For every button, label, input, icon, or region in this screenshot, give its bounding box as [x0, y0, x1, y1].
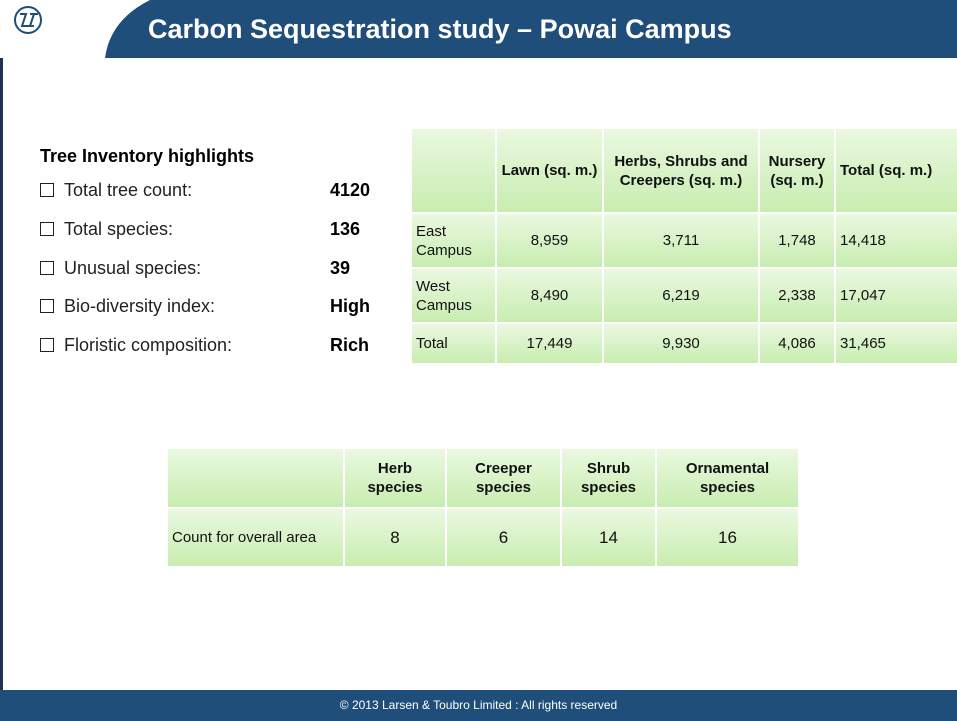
highlight-value: 4120 [330, 180, 371, 200]
highlight-value: 136 [330, 218, 361, 239]
column-header: Herbs, Shrubs and Creepers (sq. m.) [602, 127, 760, 214]
column-header: Ornamental species [655, 447, 800, 509]
highlight-label: Unusual species: [64, 257, 202, 278]
highlight-value: Rich [330, 335, 370, 356]
cell: 9,930 [602, 322, 760, 365]
column-header: Total (sq. m.) [834, 127, 957, 214]
cell: 6,219 [602, 267, 760, 324]
cell: 14 [560, 507, 657, 568]
corner-cell [166, 447, 345, 509]
column-header: Nursery (sq. m.) [758, 127, 836, 214]
left-border [0, 58, 3, 690]
cell: 8,959 [495, 212, 604, 269]
checkbox-bullet [40, 299, 54, 314]
species-table: Herb species Creeper species Shrub speci… [166, 447, 800, 568]
logo [14, 6, 42, 34]
cell: 6 [445, 507, 562, 568]
cell: 16 [655, 507, 800, 568]
cell: 8,490 [495, 267, 604, 324]
highlight-value: High [330, 296, 370, 317]
highlight-value: 39 [330, 257, 351, 278]
cell: 3,711 [602, 212, 760, 269]
highlights-title: Tree Inventory highlights [40, 146, 255, 166]
corner-cell [410, 127, 497, 214]
cell: 14,418 [834, 212, 957, 269]
column-header: Herb species [343, 447, 447, 509]
cell: 17,047 [834, 267, 957, 324]
row-label: West Campus [410, 267, 497, 324]
cell: 8 [343, 507, 447, 568]
cell: 31,465 [834, 322, 957, 365]
header-band [105, 0, 957, 58]
cell: 17,449 [495, 322, 604, 365]
highlight-item: Unusual species: 39 [40, 256, 350, 280]
header-bar [14, 0, 957, 58]
row-label: Count for overall area [166, 507, 345, 568]
cell: 1,748 [758, 212, 836, 269]
highlight-item: Total tree count: 4120 [40, 178, 370, 202]
slide-title: Carbon Sequestration study – Powai Campu… [148, 14, 732, 44]
checkbox-bullet [40, 260, 54, 275]
column-header: Shrub species [560, 447, 657, 509]
row-label: East Campus [410, 212, 497, 269]
column-header: Creeper species [445, 447, 562, 509]
highlight-item: Floristic composition: Rich [40, 333, 369, 357]
cell: 4,086 [758, 322, 836, 365]
highlight-label: Total species: [64, 218, 174, 239]
highlight-label: Total tree count: [64, 180, 193, 200]
checkbox-bullet [40, 183, 54, 197]
logo-glyph [20, 13, 38, 27]
column-header: Lawn (sq. m.) [495, 127, 604, 214]
row-label: Total [410, 322, 497, 365]
highlight-item: Bio-diversity index: High [40, 294, 370, 318]
checkbox-bullet [40, 338, 54, 353]
highlight-label: Floristic composition: [64, 335, 233, 356]
cell: 2,338 [758, 267, 836, 324]
checkbox-bullet [40, 221, 54, 236]
highlight-label: Bio-diversity index: [64, 296, 216, 317]
area-table: Lawn (sq. m.) Herbs, Shrubs and Creepers… [410, 127, 957, 365]
highlight-item: Total species: 136 [40, 217, 360, 241]
footer: © 2013 Larsen & Toubro Limited : All rig… [0, 690, 957, 721]
